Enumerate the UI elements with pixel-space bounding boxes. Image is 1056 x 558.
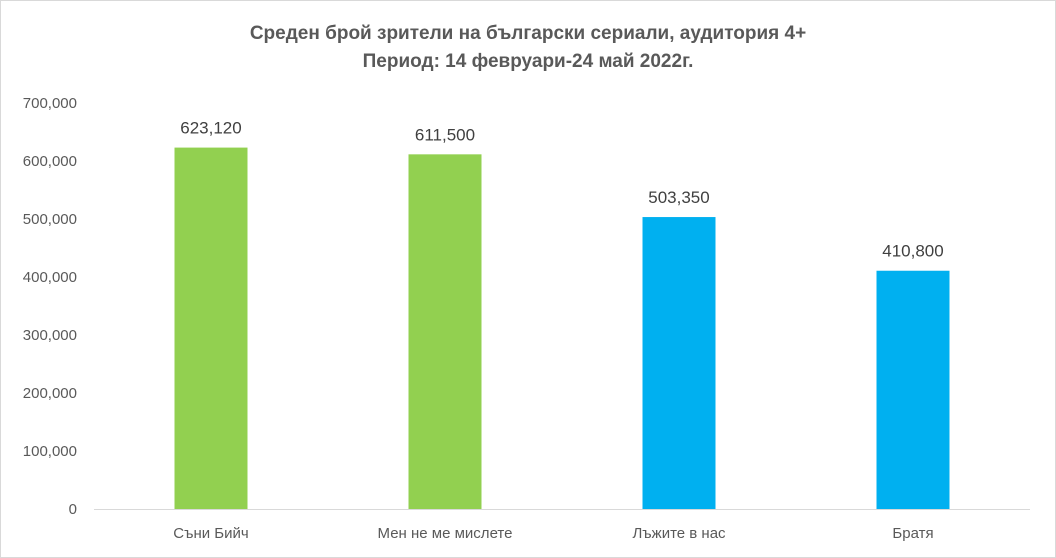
y-tick-label: 100,000 [23,443,77,460]
x-tick-label: Мен не ме мислете [378,525,513,542]
x-tick-label: Братя [892,525,933,542]
data-label: 503,350 [648,188,709,207]
y-tick-label: 700,000 [23,95,77,112]
y-tick-label: 600,000 [23,153,77,170]
bar [642,217,716,509]
data-labels: 623,120 611,500 503,350 410,800 [180,119,943,261]
y-tick-label: 300,000 [23,327,77,344]
chart-title: Среден брой зрители на български сериали… [249,23,807,44]
y-tick-label: 0 [69,501,77,518]
y-tick-label: 500,000 [23,211,77,228]
x-tick-label: Съни Бийч [173,525,248,542]
bar [876,270,950,509]
x-axis: Съни Бийч Мен не ме мислете Лъжите в нас Бр… [94,509,1030,542]
y-tick-label: 400,000 [23,269,77,286]
chart-subtitle: Период: 14 февруари-24 май 2022г. [362,51,694,72]
data-label: 623,120 [180,119,241,138]
data-label: 611,500 [415,125,475,144]
data-label: 410,800 [882,242,943,261]
y-tick-label: 200,000 [23,385,77,402]
bar [174,147,248,509]
x-tick-label: Лъжите в нас [632,525,726,542]
bar [408,154,482,509]
y-axis: 0 100,000 200,000 300,000 400,000 500,000 600,… [23,95,77,518]
bars [174,147,950,509]
